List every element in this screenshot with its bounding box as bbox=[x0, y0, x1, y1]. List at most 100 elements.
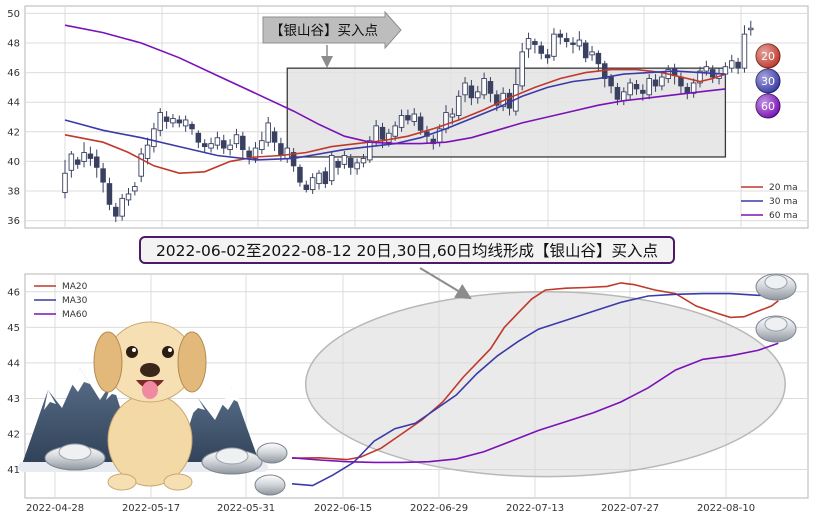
candle-body bbox=[417, 116, 424, 131]
top-series-line bbox=[64, 24, 726, 145]
candle-body bbox=[341, 155, 348, 165]
top-legend-label-60ma: 60 ma bbox=[769, 211, 798, 221]
candle-body bbox=[563, 38, 570, 42]
bottom-x-tick-label: 2022-07-27 bbox=[601, 503, 659, 514]
candle-body bbox=[614, 86, 621, 100]
ma60-badge-label: 60 bbox=[761, 100, 775, 113]
candle-body bbox=[589, 51, 595, 56]
bottom-y-tick-label: 46 bbox=[7, 287, 20, 298]
candle-body bbox=[208, 143, 214, 149]
candle-body bbox=[316, 172, 322, 185]
bottom-series-line bbox=[291, 282, 779, 461]
candle-body bbox=[462, 82, 468, 96]
candle-body bbox=[62, 172, 68, 193]
top-legend-label-20ma: 20 ma bbox=[769, 183, 798, 193]
candle-body bbox=[297, 166, 303, 183]
candle-body bbox=[741, 33, 748, 69]
top-panel: 36 38 40 42 44 46 48 50 【银山谷】买入点 20 30 60 bbox=[7, 5, 809, 229]
candle-body bbox=[170, 118, 176, 124]
bottom-legend-label-ma60: MA60 bbox=[62, 310, 88, 320]
ma30-badge: 30 bbox=[755, 68, 781, 94]
bottom-x-tick-label: 2022-08-10 bbox=[697, 503, 755, 514]
candle-body bbox=[220, 140, 227, 149]
candle-body bbox=[411, 113, 418, 122]
candle-body bbox=[494, 94, 500, 106]
bottom-y-tick-label: 44 bbox=[7, 358, 20, 369]
candle-body bbox=[373, 125, 379, 143]
candle-body bbox=[595, 52, 602, 65]
ma30-badge-label: 30 bbox=[761, 75, 775, 88]
candle-body bbox=[525, 38, 532, 50]
bottom-series-line bbox=[291, 292, 779, 487]
candle-body bbox=[284, 147, 291, 159]
candle-body bbox=[259, 140, 265, 151]
candle-body bbox=[163, 116, 170, 122]
candle-body bbox=[354, 162, 360, 170]
candle-body bbox=[246, 150, 252, 158]
candle-body bbox=[538, 45, 545, 54]
candle-body bbox=[449, 113, 456, 118]
candle-body bbox=[392, 125, 398, 137]
candle-body bbox=[106, 183, 113, 205]
highlight-ellipse bbox=[304, 291, 786, 478]
signal-banner: 2022-06-02至2022-08-12 20日,30日,60日均线形成【银山… bbox=[139, 236, 675, 264]
candle-body bbox=[519, 51, 525, 87]
ma20-badge: 20 bbox=[755, 43, 781, 69]
top-series-line bbox=[64, 70, 726, 161]
bottom-y-tick-label: 41 bbox=[7, 465, 20, 476]
top-legend: 20 ma 30 ma 60 ma bbox=[741, 183, 798, 221]
ma20-badge-label: 20 bbox=[761, 50, 775, 63]
candle-body bbox=[182, 119, 189, 127]
candle-body bbox=[468, 85, 475, 99]
top-y-axis: 36 38 40 42 44 46 48 50 bbox=[7, 9, 20, 227]
candle-body bbox=[487, 81, 494, 94]
candle-body bbox=[125, 193, 132, 201]
top-y-tick-label: 40 bbox=[7, 157, 20, 168]
candle-body bbox=[93, 156, 100, 168]
bottom-x-tick-label: 2022-07-13 bbox=[506, 503, 564, 514]
candle-body bbox=[265, 122, 271, 143]
bottom-x-tick-label: 2022-06-15 bbox=[314, 503, 372, 514]
top-y-tick-label: 50 bbox=[7, 9, 20, 20]
candle-body bbox=[367, 140, 373, 161]
bottom-ma-lines bbox=[291, 282, 779, 487]
bottom-y-tick-label: 42 bbox=[7, 430, 20, 441]
candle-body bbox=[386, 132, 392, 143]
top-y-tick-label: 42 bbox=[7, 127, 20, 138]
bottom-x-tick-label: 2022-04-28 bbox=[26, 503, 84, 514]
candle-body bbox=[132, 186, 138, 192]
candle-body bbox=[201, 143, 208, 148]
candle-body bbox=[729, 60, 735, 69]
candle-body bbox=[735, 61, 741, 69]
top-y-tick-label: 44 bbox=[7, 98, 20, 109]
callout-label: 【银山谷】买入点 bbox=[270, 23, 378, 39]
candle-body bbox=[481, 78, 487, 96]
candle-body bbox=[652, 79, 659, 87]
bottom-panel: 41 42 43 44 45 46 2022-04-28 2022-05-17 2022-05… bbox=[7, 267, 809, 514]
bottom-x-axis: 2022-04-28 2022-05-17 2022-05-31 2022-06-15… bbox=[26, 503, 755, 514]
silver-ingot-icon bbox=[44, 273, 797, 496]
candle-body bbox=[233, 134, 240, 145]
candle-body bbox=[379, 126, 386, 140]
bottom-y-axis: 41 42 43 44 45 46 bbox=[7, 287, 20, 476]
candle-body bbox=[678, 76, 684, 87]
candle-body bbox=[119, 197, 125, 217]
candle-body bbox=[195, 132, 202, 143]
candle-body bbox=[475, 91, 481, 99]
candle-body bbox=[570, 42, 576, 45]
candle-body bbox=[722, 66, 729, 75]
candle-body bbox=[328, 155, 335, 182]
top-legend-label-30ma: 30 ma bbox=[769, 197, 798, 207]
top-y-tick-label: 48 bbox=[7, 39, 20, 50]
bottom-y-tick-label: 43 bbox=[7, 394, 20, 405]
top-ma-lines bbox=[64, 24, 726, 175]
candle-body bbox=[405, 115, 411, 121]
candle-body bbox=[189, 123, 195, 130]
candle-body bbox=[144, 144, 151, 159]
candle-body bbox=[303, 184, 310, 190]
candle-body bbox=[113, 206, 119, 217]
top-y-tick-label: 36 bbox=[7, 216, 20, 227]
top-y-tick-label: 38 bbox=[7, 187, 20, 198]
candle-body bbox=[557, 33, 564, 38]
candlesticks bbox=[62, 20, 754, 223]
